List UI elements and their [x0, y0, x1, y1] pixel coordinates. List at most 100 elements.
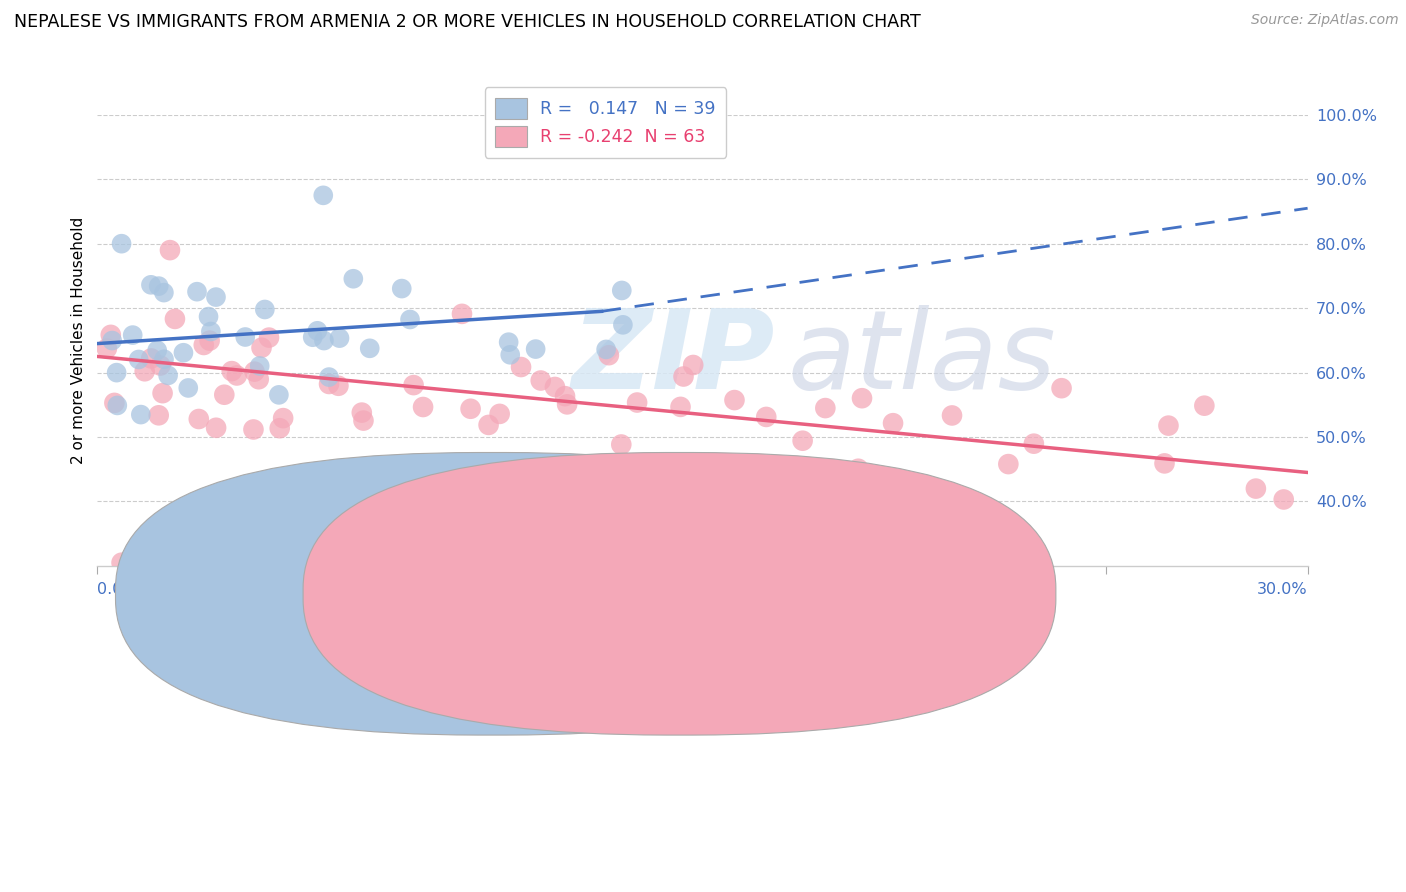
Point: [544, 380, 567, 394]
Point: [221, 364, 243, 378]
Point: [350, 406, 373, 420]
Point: [610, 437, 633, 451]
Point: [328, 331, 350, 345]
Point: [157, 368, 180, 383]
Point: [460, 401, 482, 416]
Point: [187, 412, 209, 426]
Point: [141, 351, 163, 366]
Point: [193, 338, 215, 352]
Point: [488, 407, 510, 421]
Point: [1157, 418, 1180, 433]
Point: [1272, 492, 1295, 507]
Point: [598, 348, 620, 362]
Point: [200, 325, 222, 339]
FancyBboxPatch shape: [304, 452, 1056, 735]
Point: [186, 285, 208, 299]
Point: [318, 370, 340, 384]
Point: [882, 416, 904, 430]
Point: [267, 388, 290, 402]
Point: [110, 236, 132, 251]
Point: [814, 401, 837, 415]
Point: [499, 348, 522, 362]
Text: ZIP: ZIP: [572, 305, 775, 412]
Point: [669, 400, 692, 414]
Point: [312, 188, 335, 202]
Point: [477, 417, 499, 432]
Point: [163, 312, 186, 326]
Point: [205, 421, 228, 435]
Point: [612, 318, 634, 332]
Point: [846, 462, 869, 476]
Point: [342, 271, 364, 285]
Point: [128, 352, 150, 367]
Point: [498, 335, 520, 350]
Point: [997, 457, 1019, 471]
Point: [214, 388, 236, 402]
Point: [153, 352, 176, 367]
Text: Nepalese: Nepalese: [515, 586, 586, 601]
Point: [1050, 381, 1073, 395]
Point: [146, 343, 169, 358]
Point: [554, 389, 576, 403]
Point: [595, 343, 617, 357]
Point: [103, 396, 125, 410]
Point: [755, 409, 778, 424]
FancyBboxPatch shape: [115, 452, 869, 735]
Point: [233, 330, 256, 344]
Point: [682, 358, 704, 372]
Point: [249, 359, 271, 373]
Point: [253, 302, 276, 317]
Point: [159, 243, 181, 257]
Point: [269, 421, 291, 435]
Point: [148, 409, 170, 423]
Point: [247, 372, 270, 386]
Point: [312, 334, 335, 348]
Point: [100, 327, 122, 342]
Point: [402, 378, 425, 392]
Text: Immigrants from Armenia: Immigrants from Armenia: [703, 586, 900, 601]
Point: [129, 408, 152, 422]
Text: 0.0%: 0.0%: [97, 582, 138, 597]
Point: [153, 285, 176, 300]
Point: [105, 366, 128, 380]
Text: Source: ZipAtlas.com: Source: ZipAtlas.com: [1251, 13, 1399, 28]
Point: [451, 307, 474, 321]
Point: [121, 328, 143, 343]
Point: [328, 378, 350, 392]
Point: [353, 414, 375, 428]
Point: [96, 342, 118, 356]
Point: [205, 290, 228, 304]
Point: [318, 376, 340, 391]
Point: [301, 330, 323, 344]
Point: [271, 411, 294, 425]
Point: [177, 381, 200, 395]
Point: [225, 368, 247, 383]
Text: atlas: atlas: [787, 305, 1056, 412]
Point: [1153, 457, 1175, 471]
Point: [1244, 482, 1267, 496]
Point: [412, 400, 434, 414]
Point: [851, 391, 873, 405]
Text: NEPALESE VS IMMIGRANTS FROM ARMENIA 2 OR MORE VEHICLES IN HOUSEHOLD CORRELATION : NEPALESE VS IMMIGRANTS FROM ARMENIA 2 OR…: [14, 13, 921, 31]
Point: [110, 556, 132, 570]
Point: [198, 334, 221, 348]
Point: [1194, 399, 1216, 413]
Point: [510, 359, 533, 374]
Point: [941, 409, 963, 423]
Point: [101, 334, 124, 348]
Point: [555, 397, 578, 411]
Point: [307, 324, 329, 338]
Point: [134, 364, 156, 378]
Point: [149, 359, 172, 373]
Point: [197, 310, 219, 324]
Point: [172, 345, 194, 359]
Point: [105, 399, 128, 413]
Point: [391, 282, 413, 296]
Point: [792, 434, 814, 448]
Point: [139, 277, 162, 292]
Y-axis label: 2 or more Vehicles in Household: 2 or more Vehicles in Household: [72, 217, 86, 464]
Point: [359, 341, 381, 355]
Point: [610, 284, 633, 298]
Text: 30.0%: 30.0%: [1257, 582, 1308, 597]
Point: [243, 365, 266, 379]
